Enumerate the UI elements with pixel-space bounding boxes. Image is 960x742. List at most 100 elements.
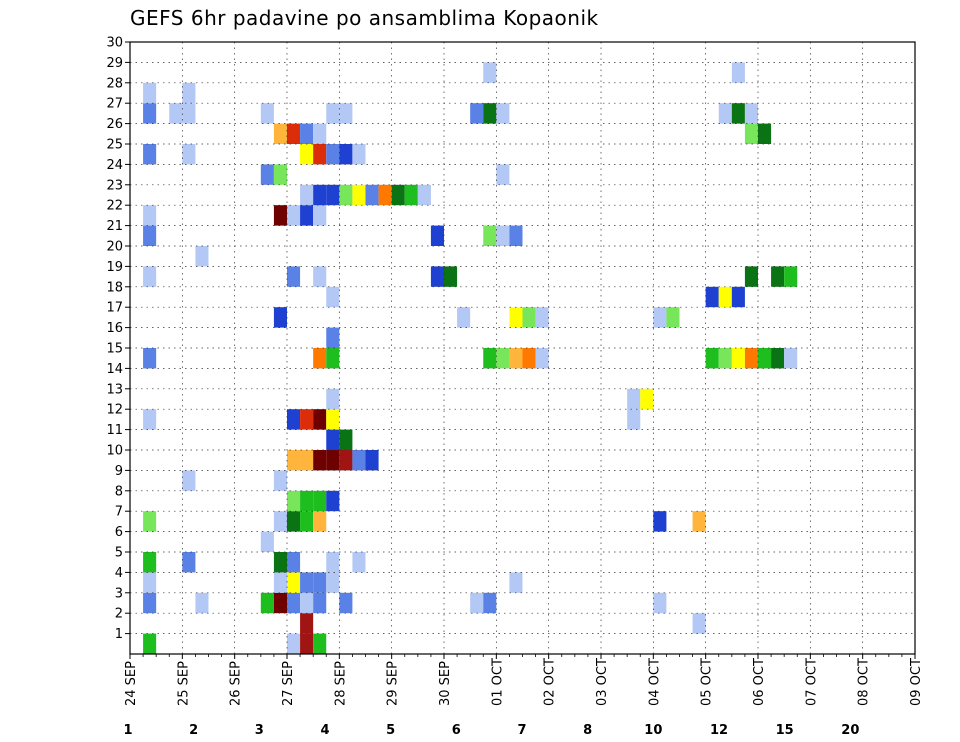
heatmap-cell (457, 307, 471, 328)
heatmap-cell (326, 103, 340, 124)
heatmap-cell (300, 572, 314, 593)
heatmap-cell (300, 613, 314, 634)
heatmap-cell (195, 592, 209, 614)
heatmap-cell (273, 123, 287, 144)
heatmap-cell (718, 348, 732, 369)
heatmap-cell (143, 348, 157, 369)
heatmap-cell (705, 286, 719, 308)
heatmap-cell (444, 266, 458, 287)
heatmap-cell (143, 572, 157, 593)
heatmap-cell (313, 572, 327, 593)
heatmap-cell (535, 307, 549, 328)
x-tick-label: 02 OCT (543, 658, 558, 706)
heatmap-cell (287, 633, 301, 654)
heatmap-cell (758, 348, 772, 369)
heatmap-cell (496, 348, 510, 369)
heatmap-cell (313, 266, 327, 287)
y-tick-label: 1 (115, 627, 123, 642)
heatmap-cell (143, 592, 157, 614)
heatmap-cell (143, 633, 157, 654)
heatmap-cell (352, 184, 366, 206)
heatmap-cell (326, 552, 340, 573)
x-tick-label: 05 OCT (700, 658, 715, 706)
heatmap-cell (287, 266, 301, 287)
y-tick-label: 14 (106, 362, 123, 377)
heatmap-cell (653, 592, 667, 614)
heatmap-cell (287, 552, 301, 573)
heatmap-cell (313, 633, 327, 654)
heatmap-cell (784, 266, 798, 287)
heatmap-cell (143, 82, 157, 104)
y-tick-label: 23 (106, 178, 123, 193)
heatmap-cell (143, 205, 157, 226)
heatmap-cell (326, 409, 340, 430)
heatmap-cell (483, 62, 497, 83)
y-tick-label: 20 (106, 240, 123, 255)
heatmap-cell (326, 429, 340, 450)
heatmap-cell (300, 409, 314, 430)
heatmap-cell (326, 144, 340, 165)
y-tick-label: 15 (106, 342, 123, 357)
y-tick-label: 22 (106, 199, 123, 214)
heatmap-cell (273, 205, 287, 226)
x-tick-label: 03 OCT (595, 658, 610, 706)
heatmap-cell (273, 307, 287, 328)
colorbar-label: 3 (255, 723, 264, 738)
heatmap-cell (640, 388, 654, 410)
x-axis: 24 SEP 25 SEP 26 SEP 27 SEP 28 SEP 29 SEP 30 S… (124, 654, 924, 706)
colorbar-label: 5 (386, 723, 395, 738)
heatmap-cell (509, 572, 523, 593)
heatmap-cell (417, 184, 431, 206)
y-tick-label: 10 (106, 444, 123, 459)
heatmap-cell (339, 450, 353, 471)
heatmap-cell (352, 552, 366, 573)
colorbar-label: 12 (710, 723, 728, 738)
y-tick-label: 16 (106, 321, 123, 336)
heatmap-cell (143, 103, 157, 124)
heatmap-cell (300, 144, 314, 165)
x-tick-label: 07 OCT (804, 658, 819, 706)
heatmap-cell (339, 184, 353, 206)
heatmap-cell (143, 225, 157, 246)
heatmap-cell (287, 205, 301, 226)
heatmap-cell (313, 450, 327, 471)
heatmap-cell (313, 490, 327, 512)
heatmap-cell (300, 123, 314, 144)
heatmap-cell (496, 103, 510, 124)
x-tick-label: 28 SEP (333, 661, 348, 706)
heatmap-cell (182, 103, 196, 124)
y-tick-label: 27 (106, 97, 123, 112)
heatmap-cell (496, 164, 510, 185)
heatmap-cell (483, 225, 497, 246)
heatmap-cell (260, 531, 274, 552)
heatmap-cell (300, 592, 314, 614)
colorbar-label: 2 (189, 723, 198, 738)
colorbar-label: 4 (320, 723, 329, 738)
y-tick-label: 29 (106, 56, 123, 71)
heatmap-cell (143, 511, 157, 532)
heatmap-cell (365, 450, 379, 471)
colorbar-label: 15 (776, 723, 794, 738)
heatmap-cell (260, 103, 274, 124)
heatmap-cell (195, 246, 209, 267)
heatmap-cell (273, 164, 287, 185)
colorbar-label: 8 (583, 723, 592, 738)
heatmap-cell (744, 103, 758, 124)
heatmap-cell (326, 348, 340, 369)
heatmap-cell (326, 490, 340, 512)
heatmap-cell (731, 103, 745, 124)
colorbar-label: 1 (123, 723, 132, 738)
heatmap-cell (339, 429, 353, 450)
x-tick-label: 06 OCT (752, 658, 767, 706)
heatmap-cell (483, 103, 497, 124)
heatmap-cell (718, 103, 732, 124)
heatmap-cell (653, 307, 667, 328)
heatmap-cell (365, 184, 379, 206)
heatmap-cell (771, 266, 785, 287)
heatmap-cell (627, 388, 641, 410)
heatmap-cell (692, 511, 706, 532)
y-tick-label: 5 (115, 546, 123, 561)
heatmap-cell (430, 225, 444, 246)
x-tick-label: 08 OCT (857, 658, 872, 706)
y-tick-label: 2 (115, 607, 123, 622)
